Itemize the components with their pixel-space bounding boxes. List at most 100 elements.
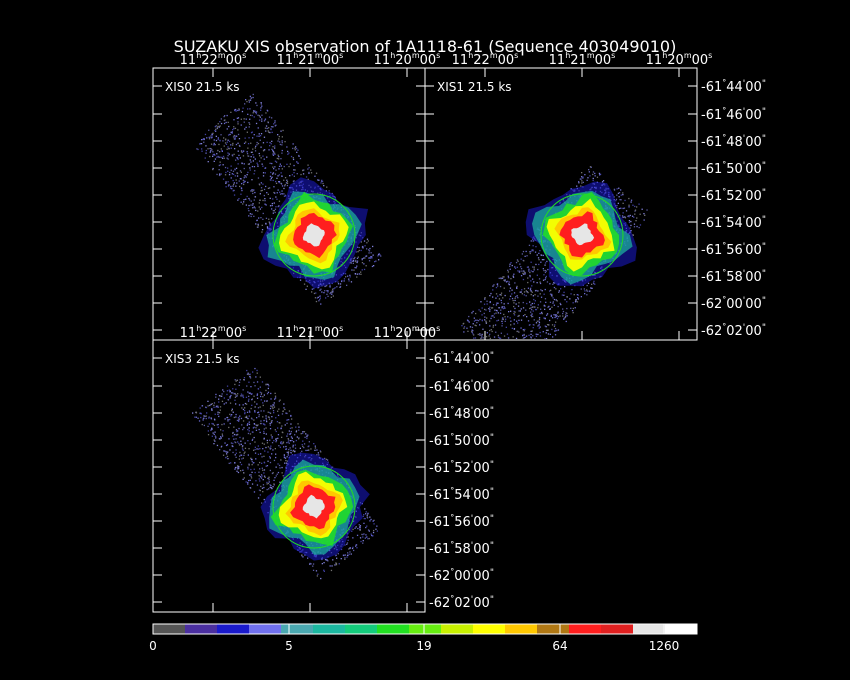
photon-dot xyxy=(337,281,339,283)
photon-dot xyxy=(274,160,277,162)
photon-dot xyxy=(320,577,322,580)
photon-dot xyxy=(265,125,268,127)
photon-dot xyxy=(251,399,253,401)
photon-dot xyxy=(267,477,269,480)
photon-dot xyxy=(523,271,526,273)
photon-dot xyxy=(352,259,355,262)
photon-dot xyxy=(257,424,259,426)
photon-dot xyxy=(530,330,532,332)
photon-dot xyxy=(253,189,255,191)
photon-dot xyxy=(235,449,237,451)
photon-dot xyxy=(505,318,507,320)
photon-dot xyxy=(216,405,218,407)
photon-dot xyxy=(227,121,229,123)
photon-dot xyxy=(253,436,255,439)
photon-dot xyxy=(244,416,247,418)
photon-dot xyxy=(505,326,507,328)
photon-dot xyxy=(307,449,309,451)
photon-dot xyxy=(265,427,267,429)
photon-dot xyxy=(312,563,315,565)
ra-tick-label: 11h21m00s xyxy=(549,51,616,68)
photon-dot xyxy=(538,263,540,266)
photon-dot xyxy=(341,279,343,282)
photon-dot xyxy=(208,416,210,418)
photon-dot xyxy=(532,295,534,297)
photon-dot xyxy=(480,338,482,339)
dec-tick-label: -62°00'00" xyxy=(701,295,766,312)
photon-dot xyxy=(511,293,513,295)
photon-dot xyxy=(521,293,523,295)
photon-dot xyxy=(343,278,346,280)
photon-dot xyxy=(367,513,369,515)
photon-dot xyxy=(268,116,271,118)
photon-dot xyxy=(203,415,205,417)
photon-dot xyxy=(277,134,279,136)
dec-tick-label: -62°00'00" xyxy=(429,567,494,584)
photon-dot xyxy=(554,324,556,326)
photon-dot xyxy=(529,289,532,291)
photon-dot xyxy=(237,157,239,159)
photon-dot xyxy=(331,192,333,195)
photon-dot xyxy=(628,204,630,206)
photon-dot xyxy=(264,172,266,174)
photon-dot xyxy=(273,404,275,406)
photon-dot xyxy=(504,294,506,297)
photon-dot xyxy=(302,173,305,175)
photon-dot xyxy=(330,569,333,572)
photon-dot xyxy=(481,335,483,338)
photon-dot xyxy=(275,124,277,126)
photon-dot xyxy=(553,325,556,328)
photon-dot xyxy=(233,393,235,395)
photon-dot xyxy=(564,317,566,319)
photon-dot xyxy=(323,569,325,571)
photon-dot xyxy=(285,448,287,450)
psf-level-6 xyxy=(302,223,325,247)
photon-dot xyxy=(281,142,283,144)
photon-dot xyxy=(367,538,369,540)
photon-dot xyxy=(212,155,214,157)
photon-dot xyxy=(529,276,531,278)
photon-dot xyxy=(235,135,237,137)
photon-dot xyxy=(238,384,240,386)
photon-dot xyxy=(587,177,589,179)
photon-dot xyxy=(253,110,255,112)
photon-dot xyxy=(525,295,527,297)
photon-dot xyxy=(261,381,264,383)
photon-dot xyxy=(513,314,516,316)
photon-dot xyxy=(292,143,294,145)
photon-dot xyxy=(375,260,377,262)
photon-dot xyxy=(248,215,250,217)
photon-dot xyxy=(228,426,230,429)
photon-dot xyxy=(344,544,346,546)
photon-dot xyxy=(266,156,268,158)
colorbar-swatch xyxy=(153,624,186,634)
photon-dot xyxy=(352,262,354,264)
photon-dot xyxy=(522,307,525,309)
photon-dot xyxy=(238,458,240,460)
source-region-circle xyxy=(272,465,356,549)
photon-dot xyxy=(332,290,334,292)
photon-dot xyxy=(230,185,232,188)
photon-dot xyxy=(285,459,287,462)
photon-dot xyxy=(337,553,339,555)
photon-dot xyxy=(212,151,214,153)
photon-dot xyxy=(540,308,542,310)
photon-dot xyxy=(266,483,268,485)
photon-dot xyxy=(274,145,276,147)
photon-dot xyxy=(513,273,515,275)
photon-dot xyxy=(317,573,319,575)
photon-dot xyxy=(314,297,317,299)
photon-dot xyxy=(272,179,274,182)
photon-dot xyxy=(233,433,236,436)
photon-dot xyxy=(246,151,248,153)
photon-dot xyxy=(491,307,494,309)
photon-dot xyxy=(215,393,217,396)
photon-dot xyxy=(232,144,234,146)
photon-dot xyxy=(339,286,341,288)
photon-dot xyxy=(307,164,309,166)
photon-dot xyxy=(272,166,274,168)
photon-dot xyxy=(271,162,273,165)
photon-dot xyxy=(267,460,269,462)
photon-dot xyxy=(280,427,282,429)
photon-dot xyxy=(284,457,287,459)
